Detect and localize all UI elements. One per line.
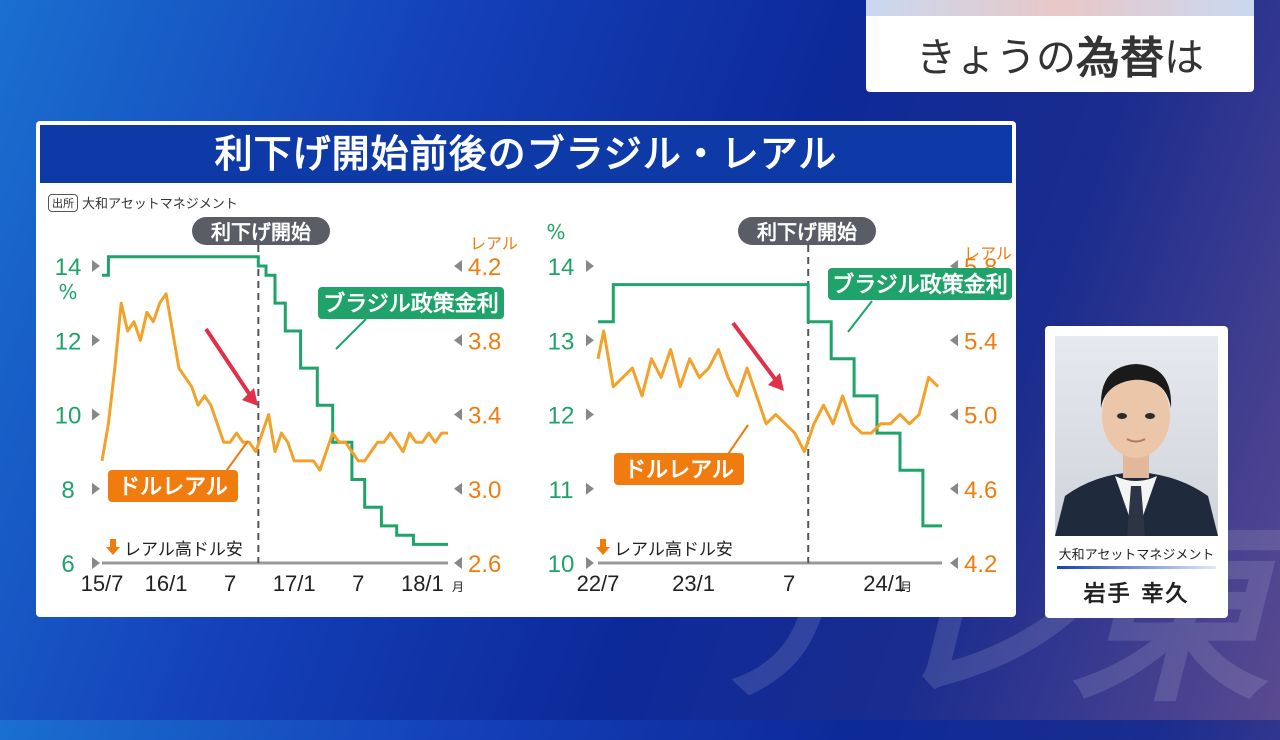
left-tick-arrow bbox=[586, 334, 594, 347]
x-tick-label: 7 bbox=[783, 571, 795, 596]
right-tick-arrow bbox=[454, 334, 462, 347]
brl-badge bbox=[614, 453, 744, 485]
presenter-photo bbox=[1055, 336, 1218, 536]
note-label: レアル高ドル安 bbox=[124, 540, 243, 560]
right-tick-arrow bbox=[454, 482, 462, 495]
right-tick-label: 2.6 bbox=[468, 551, 501, 578]
policy-rate-label: ブラジル政策金利 bbox=[323, 291, 499, 317]
presenter-org: 大和アセットマネジメント bbox=[1058, 548, 1215, 563]
source-text: 大和アセットマネジメント bbox=[82, 197, 238, 212]
right-tick-arrow bbox=[454, 260, 462, 272]
right-tick-label: 3.8 bbox=[468, 328, 501, 355]
topic-caption: きょうの 為替は bbox=[866, 16, 1254, 92]
x-tick-label: 23/1 bbox=[672, 571, 715, 596]
policy-rate-label: ブラジル政策金利 bbox=[832, 272, 1008, 298]
brl-label: ドルレアル bbox=[624, 458, 734, 483]
x-tick-label: 18/1 bbox=[401, 571, 444, 596]
policy-callout bbox=[335, 318, 367, 350]
brl-badge bbox=[108, 470, 238, 502]
policy-rate-line bbox=[102, 255, 448, 546]
right-tick-label: 3.0 bbox=[468, 477, 501, 504]
right-tick-label: 4.2 bbox=[964, 551, 997, 578]
policy-callout bbox=[847, 300, 873, 333]
topic-bold: 為替 bbox=[1076, 33, 1164, 84]
right-axis-unit: レアル bbox=[964, 244, 1012, 263]
left-tick-label: 10 bbox=[55, 403, 82, 430]
left-tick-label: 8 bbox=[61, 477, 74, 504]
trend-arrow-shaft bbox=[731, 321, 780, 385]
policy-rate-badge bbox=[828, 268, 1012, 300]
left-tick-arrow bbox=[92, 557, 100, 569]
x-tick-label: 7 bbox=[224, 571, 236, 596]
left-tick-arrow bbox=[586, 482, 594, 495]
presenter-card: 大和アセットマネジメント 岩手 幸久 bbox=[1045, 326, 1228, 618]
down-arrow-icon bbox=[596, 539, 610, 555]
note-label: レアル高ドル安 bbox=[614, 540, 733, 560]
brl-line bbox=[596, 329, 940, 454]
left-tick-arrow bbox=[586, 408, 594, 421]
right-axis-unit: レアル bbox=[470, 234, 518, 253]
source-line: 出所 大和アセットマネジメント bbox=[48, 193, 238, 212]
right-tick-arrow bbox=[950, 557, 958, 569]
brl-label: ドルレアル bbox=[118, 475, 228, 500]
trend-arrow-head bbox=[242, 388, 258, 406]
presenter-divider bbox=[1057, 566, 1216, 569]
x-axis-unit: 月 bbox=[900, 580, 912, 594]
panel-title: 利下げ開始前後のブラジル・レアル bbox=[40, 125, 1012, 183]
topic-accent-strip bbox=[866, 0, 1254, 16]
rate-cut-label: 利下げ開始 bbox=[757, 220, 857, 244]
left-tick-label: 14 bbox=[55, 254, 82, 281]
brl-callout bbox=[725, 424, 749, 458]
right-tick-arrow bbox=[950, 482, 958, 495]
topic-suffix: は bbox=[1164, 35, 1204, 81]
chart-panel: 利下げ開始前後のブラジル・レアル 出所 大和アセットマネジメント 14 12 10 8… bbox=[36, 121, 1016, 617]
trend-arrow-shaft bbox=[204, 327, 254, 400]
rate-cut-label: 利下げ開始 bbox=[211, 220, 311, 244]
left-tick-arrow bbox=[586, 260, 594, 272]
down-arrow-icon bbox=[106, 539, 120, 555]
trend-arrow-head bbox=[768, 373, 784, 391]
policy-rate-badge bbox=[318, 287, 504, 319]
brl-line bbox=[100, 292, 448, 472]
left-tick-arrow bbox=[92, 408, 100, 421]
presenter-name: 岩手 幸久 bbox=[1083, 582, 1190, 607]
right-tick-label: 3.4 bbox=[468, 403, 501, 430]
left-tick-label: 13 bbox=[548, 328, 575, 355]
left-axis-unit: % bbox=[546, 220, 565, 244]
right-tick-label: 4.2 bbox=[468, 254, 501, 281]
rate-cut-badge bbox=[738, 217, 876, 245]
x-tick-label: 17/1 bbox=[273, 571, 316, 596]
charts-svg: 14 12 10 8 6% 4.2 3.8 3.4 3.0 2.6 レアル 15/7 16/1 7 17/1… bbox=[55, 217, 1012, 596]
left-tick-label: 11 bbox=[549, 477, 574, 504]
source-tag: 出所 bbox=[48, 193, 78, 212]
left-tick-label: 6 bbox=[61, 551, 74, 578]
right-tick-arrow bbox=[950, 408, 958, 421]
right-tick-arrow bbox=[454, 408, 462, 421]
right-tick-arrow bbox=[454, 557, 462, 569]
left-tick-label: 10 bbox=[548, 551, 575, 578]
topic-prefix: きょうの bbox=[916, 35, 1076, 81]
rate-cut-badge bbox=[192, 217, 330, 245]
brl-callout bbox=[223, 440, 249, 475]
left-tick-label: 12 bbox=[55, 328, 82, 355]
right-tick-label: 5.4 bbox=[964, 328, 997, 355]
x-tick-label: 16/1 bbox=[145, 571, 188, 596]
right-tick-arrow bbox=[950, 334, 958, 347]
x-tick-label: 22/7 bbox=[577, 571, 620, 596]
x-tick-label: 24/1 bbox=[863, 571, 906, 596]
left-tick-label: 14 bbox=[548, 254, 575, 281]
left-tick-label: 12 bbox=[548, 403, 575, 430]
policy-rate-line bbox=[598, 283, 942, 528]
right-tick-label: 4.6 bbox=[964, 477, 997, 504]
left-axis-unit: % bbox=[58, 280, 77, 304]
x-axis-unit: 月 bbox=[452, 580, 464, 594]
right-tick-label: 5.0 bbox=[964, 403, 997, 430]
left-tick-arrow bbox=[92, 482, 100, 495]
left-tick-arrow bbox=[586, 557, 594, 569]
x-tick-label: 15/7 bbox=[81, 571, 124, 596]
presenter-avatar bbox=[1055, 364, 1218, 536]
left-tick-arrow bbox=[92, 334, 100, 347]
left-tick-arrow bbox=[92, 260, 100, 272]
x-tick-label: 7 bbox=[352, 571, 364, 596]
